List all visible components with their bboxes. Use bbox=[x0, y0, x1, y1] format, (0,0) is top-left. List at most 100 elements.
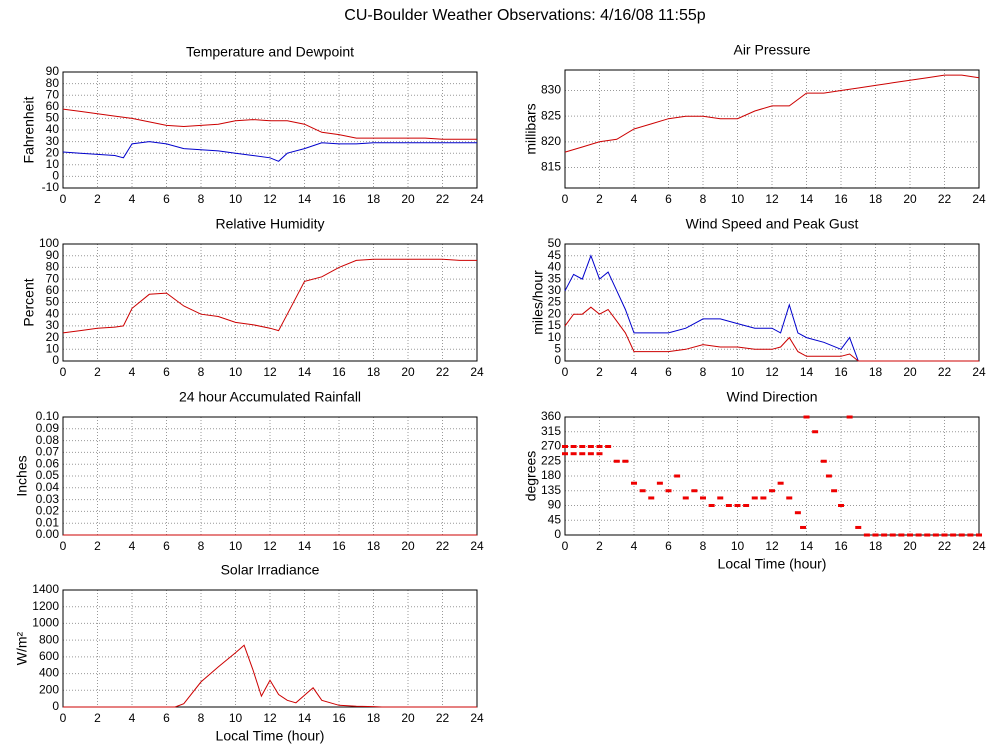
x-tick-label: 2 bbox=[94, 192, 101, 206]
plot-frame bbox=[564, 69, 980, 189]
y-tick-label: 0 bbox=[52, 353, 59, 367]
y-tick-label: 45 bbox=[548, 512, 562, 526]
scatter-point bbox=[587, 452, 594, 456]
y-tick-label: 315 bbox=[541, 424, 561, 438]
y-tick-label: -10 bbox=[42, 180, 60, 194]
x-tick-label: 10 bbox=[731, 192, 745, 206]
x-axis-label: Local Time (hour) bbox=[216, 728, 325, 744]
y-tick-label: 0 bbox=[554, 353, 561, 367]
x-tick-label: 16 bbox=[332, 192, 346, 206]
x-tick-label: 2 bbox=[596, 365, 603, 379]
x-tick-label: 24 bbox=[470, 539, 484, 553]
chart-title: Wind Speed and Peak Gust bbox=[686, 216, 859, 232]
x-tick-label: 10 bbox=[229, 365, 243, 379]
x-tick-label: 12 bbox=[765, 192, 779, 206]
x-tick-label: 22 bbox=[938, 539, 952, 553]
scatter-point bbox=[924, 533, 931, 537]
scatter-point bbox=[596, 445, 603, 448]
page-title: CU-Boulder Weather Observations: 4/16/08… bbox=[344, 7, 705, 24]
x-tick-label: 6 bbox=[665, 539, 672, 553]
x-tick-label: 12 bbox=[765, 365, 779, 379]
y-tick-label: 225 bbox=[541, 453, 561, 467]
scatter-point bbox=[803, 415, 810, 419]
y-tick-label: 135 bbox=[541, 483, 561, 497]
scatter-point bbox=[570, 452, 577, 456]
y-tick-label: 820 bbox=[541, 134, 561, 148]
x-tick-label: 6 bbox=[163, 539, 170, 553]
y-tick-label: 5 bbox=[554, 341, 561, 355]
y-tick-label: 0.04 bbox=[36, 480, 60, 494]
scatter-point bbox=[838, 504, 844, 507]
y-tick-label: 50 bbox=[46, 295, 60, 309]
x-tick-label: 0 bbox=[60, 192, 67, 206]
y-tick-label: 0 bbox=[52, 699, 59, 713]
x-tick-label: 4 bbox=[129, 192, 136, 206]
scatter-point bbox=[769, 489, 775, 493]
scatter-point bbox=[613, 459, 620, 463]
x-tick-label: 0 bbox=[562, 539, 569, 553]
x-tick-label: 18 bbox=[869, 539, 883, 553]
scatter-point bbox=[682, 496, 689, 500]
y-tick-label: 0.10 bbox=[36, 409, 60, 423]
x-tick-label: 20 bbox=[401, 192, 415, 206]
scatter-point bbox=[562, 452, 568, 456]
y-tick-label: 15 bbox=[548, 318, 562, 332]
y-tick-label: 90 bbox=[548, 498, 562, 512]
y-tick-label: 60 bbox=[46, 99, 60, 113]
x-tick-label: 22 bbox=[436, 711, 450, 725]
scatter-point bbox=[579, 452, 586, 456]
y-tick-label: 20 bbox=[548, 306, 562, 320]
y-tick-label: 30 bbox=[46, 318, 60, 332]
y-tick-label: 0.05 bbox=[36, 468, 60, 482]
series-line bbox=[63, 644, 477, 708]
scatter-point bbox=[855, 525, 862, 529]
scatter-point bbox=[674, 474, 681, 478]
x-tick-label: 16 bbox=[834, 365, 848, 379]
x-tick-label: 22 bbox=[938, 192, 952, 206]
x-tick-label: 0 bbox=[60, 365, 67, 379]
y-tick-label: 270 bbox=[541, 439, 561, 453]
x-tick-label: 0 bbox=[562, 365, 569, 379]
x-tick-label: 4 bbox=[631, 539, 638, 553]
x-tick-label: 4 bbox=[129, 365, 136, 379]
x-tick-label: 10 bbox=[229, 192, 243, 206]
scatter-point bbox=[708, 504, 715, 507]
y-axis-label: W/m² bbox=[14, 631, 30, 665]
y-tick-label: 30 bbox=[548, 283, 562, 297]
scatter-point bbox=[958, 533, 965, 537]
y-tick-label: 0.07 bbox=[36, 445, 60, 459]
x-tick-label: 16 bbox=[332, 711, 346, 725]
x-tick-label: 24 bbox=[470, 711, 484, 725]
x-tick-label: 14 bbox=[800, 192, 814, 206]
x-tick-label: 4 bbox=[631, 365, 638, 379]
chart-title: 24 hour Accumulated Rainfall bbox=[179, 389, 361, 405]
plot-frame bbox=[62, 243, 478, 362]
x-tick-label: 18 bbox=[367, 365, 381, 379]
chart-title: Relative Humidity bbox=[216, 216, 325, 232]
y-tick-label: 0 bbox=[554, 527, 561, 541]
x-tick-label: 6 bbox=[163, 365, 170, 379]
x-tick-label: 20 bbox=[903, 192, 917, 206]
scatter-point bbox=[820, 459, 827, 463]
y-tick-label: 10 bbox=[46, 341, 60, 355]
x-tick-label: 14 bbox=[298, 539, 312, 553]
x-tick-label: 8 bbox=[198, 539, 205, 553]
chart-title: Wind Direction bbox=[726, 389, 817, 405]
scatter-point bbox=[831, 489, 838, 493]
x-tick-label: 20 bbox=[401, 711, 415, 725]
x-tick-label: 22 bbox=[436, 365, 450, 379]
x-tick-label: 24 bbox=[972, 192, 986, 206]
x-tick-label: 10 bbox=[229, 711, 243, 725]
x-tick-label: 18 bbox=[367, 539, 381, 553]
chart-title: Solar Irradiance bbox=[221, 562, 320, 578]
scatter-point bbox=[717, 496, 724, 500]
x-tick-label: 20 bbox=[401, 365, 415, 379]
y-tick-label: 0.00 bbox=[36, 527, 60, 541]
plot-frame bbox=[564, 243, 980, 362]
x-tick-label: 0 bbox=[60, 711, 67, 725]
y-tick-label: 1400 bbox=[32, 582, 59, 596]
x-tick-label: 4 bbox=[129, 539, 136, 553]
x-tick-label: 6 bbox=[665, 192, 672, 206]
x-tick-label: 12 bbox=[263, 539, 277, 553]
